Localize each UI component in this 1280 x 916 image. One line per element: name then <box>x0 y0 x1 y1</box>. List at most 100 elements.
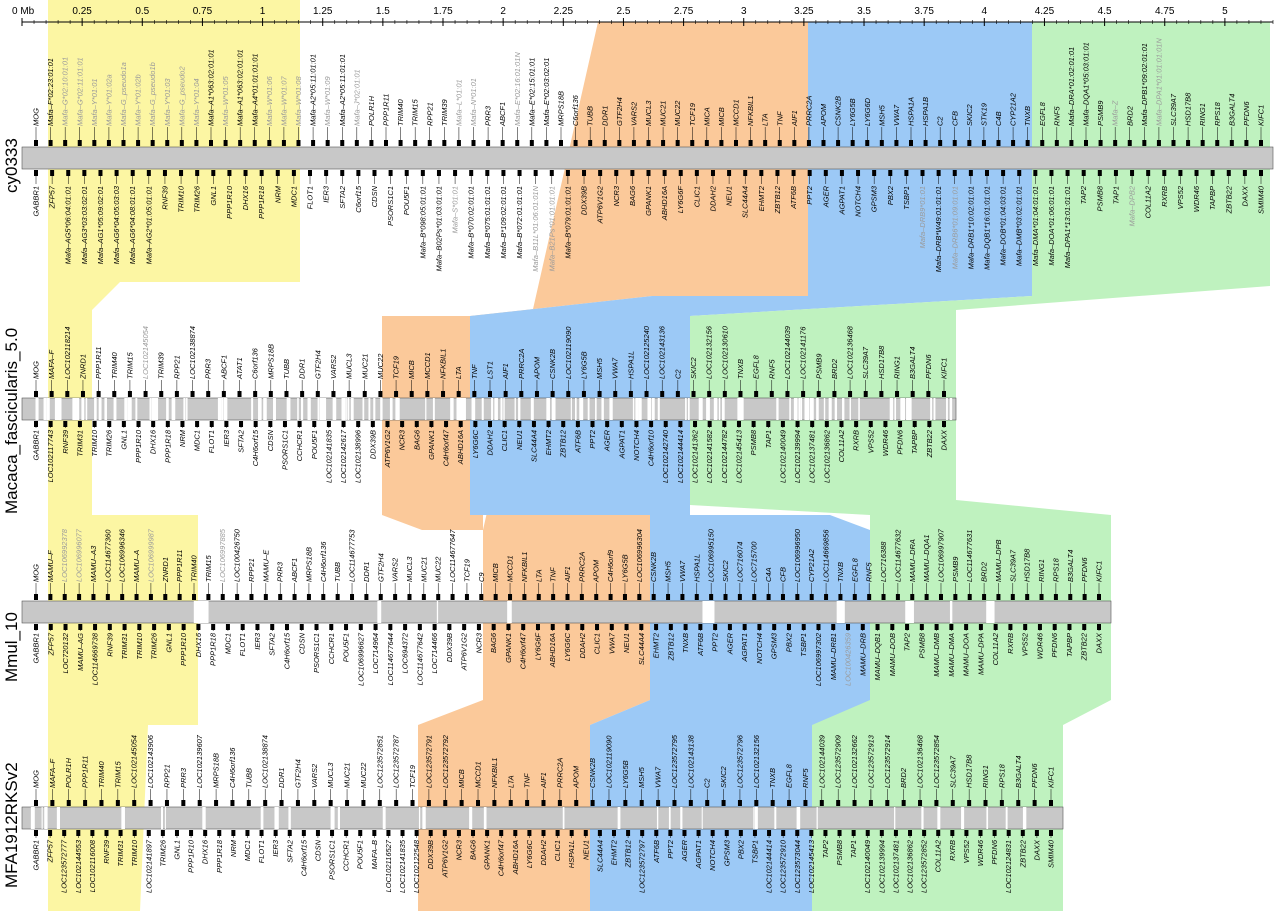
gap-stripe <box>738 398 741 420</box>
gap-stripe <box>462 398 466 420</box>
gap-stripe <box>638 398 642 420</box>
gene-label: LOC720132 <box>61 632 70 673</box>
gap-stripe <box>753 807 755 829</box>
gene-block <box>597 830 602 836</box>
gene-label: CCHCR1 <box>295 430 304 461</box>
gene-block <box>488 421 492 427</box>
gene-block <box>493 594 498 600</box>
gap-stripe <box>906 398 909 420</box>
ruler-label: 0.75 <box>193 6 213 17</box>
gene-block <box>259 170 264 176</box>
gene-block <box>311 140 316 146</box>
gap-stripe <box>680 807 683 829</box>
gene-block <box>881 594 886 600</box>
gene-block <box>529 140 534 146</box>
gene-label: LOC102118214 <box>63 327 72 379</box>
chromosome-bar <box>21 600 1112 624</box>
gene-label: LOC106997885 <box>218 528 227 582</box>
gene-label: POU5F1 <box>310 430 319 459</box>
gene-label: DDAH2 <box>708 185 717 211</box>
gene-label: RNF5 <box>801 768 810 788</box>
gene-block <box>63 421 68 427</box>
gene-block <box>472 391 477 397</box>
gene-label: NCR3 <box>474 632 483 653</box>
gene-block <box>284 391 289 397</box>
gene-label: SLC39A7 <box>948 755 957 788</box>
gene-block <box>727 170 732 176</box>
gene-block <box>628 391 633 397</box>
gene-label: B3GALT4 <box>1066 550 1075 582</box>
gene-block <box>690 140 695 146</box>
gene-block <box>1242 170 1247 176</box>
gene-label: LOC102140049 <box>778 429 787 483</box>
gene-block <box>50 170 55 176</box>
gene-block <box>121 421 126 427</box>
gene-label: RNF39 <box>160 185 169 210</box>
gene-block <box>162 170 167 176</box>
gene-block <box>710 830 715 836</box>
gene-block <box>471 830 476 836</box>
gene-block <box>1097 624 1101 630</box>
gene-block <box>1040 140 1045 146</box>
gene-label: EGFL8 <box>850 557 859 582</box>
gene-label: PPP1R11 <box>382 94 391 126</box>
gene-block <box>63 140 68 146</box>
gene-block <box>426 800 431 806</box>
gene-label: LOC102124831 <box>1004 840 1013 893</box>
gene-label: C4A <box>764 567 773 582</box>
gene-label: Mafa–B*098:05:01:01 <box>418 186 427 259</box>
gene-label: AIF1 <box>501 363 510 380</box>
gene-block <box>227 170 232 176</box>
gene-block <box>1039 594 1044 600</box>
gene-block <box>146 170 151 176</box>
gene-label: LOC102140049 <box>863 839 872 893</box>
gene-block <box>737 594 742 600</box>
gene-block <box>225 624 230 630</box>
gene-label: CSNK2B <box>649 552 658 582</box>
gene-label: DDX39B <box>426 840 435 869</box>
gene-label: MSH5 <box>595 357 604 379</box>
gene-block <box>766 594 771 600</box>
gene-label: LOC123572909 <box>834 734 843 788</box>
gene-block <box>315 391 320 397</box>
gene-label: PSMB8 <box>1095 185 1104 211</box>
gene-label: Mafa–A2*05:11:01:01 <box>338 54 347 126</box>
gene-label: C4H6orf136 <box>228 747 237 788</box>
gene-block <box>388 170 393 176</box>
gene-label: ABCF1 <box>498 102 507 127</box>
gene-label: NFKBIL1 <box>439 349 448 379</box>
gene-label: TAP1 <box>764 430 773 448</box>
gene-label: AGER <box>603 429 612 452</box>
gene-block <box>297 421 302 427</box>
gene-label: LOC714964 <box>371 633 380 673</box>
gene-block <box>893 830 898 836</box>
gap-stripe <box>41 807 43 829</box>
gene-block <box>404 170 409 176</box>
gene-block <box>292 594 297 600</box>
gene-label: VPS52 <box>1176 185 1185 209</box>
gene-label: SFTA2 <box>338 185 347 209</box>
gene-label: TNXB <box>768 768 777 788</box>
gene-label: HSPA1L <box>692 554 701 582</box>
gene-block <box>436 170 441 176</box>
gene-label: LOC102122548 <box>412 839 421 893</box>
gene-label: LOC123572795 <box>670 734 679 788</box>
gene-block <box>118 830 123 836</box>
gene-label: TAPBP <box>1208 186 1217 210</box>
gene-label: MOG <box>32 770 41 788</box>
band-blue <box>470 22 1032 911</box>
gene-block <box>238 140 243 146</box>
gene-label: PBX2 <box>784 632 793 652</box>
gene-block <box>179 170 184 176</box>
gene-label: CYP21A2 <box>807 548 816 582</box>
gene-block <box>675 140 680 146</box>
gap-stripe <box>946 398 948 420</box>
gene-label: LOC106992378 <box>60 528 69 582</box>
gene-label: VWA7 <box>611 357 620 379</box>
gene-block <box>910 594 915 600</box>
gap-stripe <box>776 398 779 420</box>
gene-block <box>1065 170 1070 176</box>
gene-label: PFDN6 <box>1080 557 1089 582</box>
gene-block <box>414 830 419 836</box>
gene-block <box>901 800 906 806</box>
